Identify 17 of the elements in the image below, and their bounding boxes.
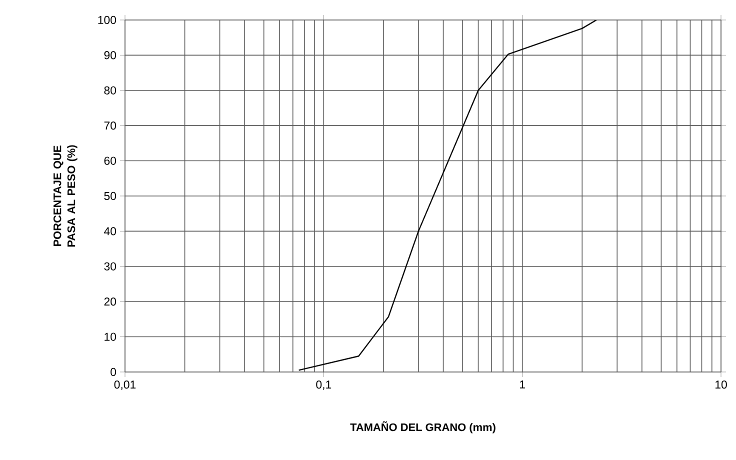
x-axis-title: TAMAÑO DEL GRANO (mm) xyxy=(350,421,496,434)
y-tick-label: 50 xyxy=(104,192,116,200)
y-tick-label: 30 xyxy=(104,262,116,270)
y-tick-label: 80 xyxy=(104,86,116,94)
y-tick-label: 100 xyxy=(98,16,116,24)
y-tick-label: 0 xyxy=(110,368,116,376)
y-tick-label: 70 xyxy=(104,122,116,130)
y-tick-label: 60 xyxy=(104,156,116,165)
y-tick-label: 40 xyxy=(104,227,116,236)
y-tick-label: 20 xyxy=(104,298,116,306)
y-tick-label: 10 xyxy=(104,332,116,341)
x-tick-label: 0,01 xyxy=(114,380,136,390)
y-tick-label: 90 xyxy=(104,51,116,60)
x-tick-label: 1 xyxy=(520,380,525,388)
y-axis-title: PORCENTAJE QUE PASA AL PESO (%) xyxy=(53,145,78,247)
x-tick-label: 10 xyxy=(716,380,727,389)
x-tick-label: 0,1 xyxy=(316,380,332,390)
